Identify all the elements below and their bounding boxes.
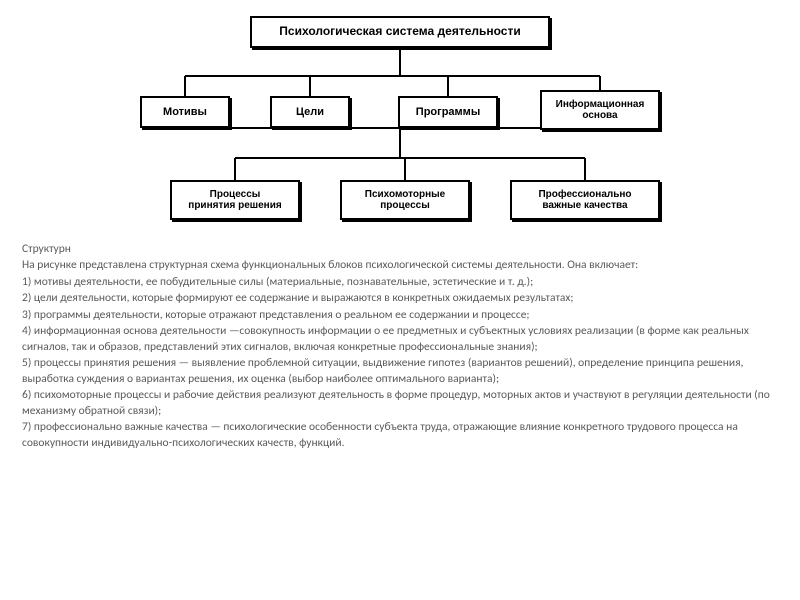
para: 4) информационная основа деятельности —с… — [22, 324, 778, 355]
node-decision: Процессыпринятия решения — [170, 180, 300, 220]
node-goals: Цели — [270, 96, 350, 128]
node-psychomot: Психомоторныепроцессы — [340, 180, 470, 220]
description-text: На рисунке представлена структурная схем… — [22, 258, 778, 451]
truncated-heading-text: Структурн — [22, 242, 71, 256]
node-label: Цели — [296, 106, 324, 118]
para: 5) процессы принятия решения — выявление… — [22, 356, 778, 387]
para: 2) цели деятельности, которые формируют … — [22, 291, 778, 307]
node-label: Мотивы — [163, 106, 207, 118]
node-root-label: Психологическая система деятельности — [279, 25, 520, 38]
node-motives: Мотивы — [140, 96, 230, 128]
node-label: Процессыпринятия решения — [188, 189, 281, 211]
org-chart: Психологическая система деятельности Мот… — [120, 8, 680, 238]
page: Психологическая система деятельности Мот… — [0, 0, 800, 600]
para: 6) психомоторные процессы и рабочие дейс… — [22, 388, 778, 419]
node-programs: Программы — [398, 96, 498, 128]
node-label: Информационнаяоснова — [556, 99, 645, 121]
node-label: Психомоторныепроцессы — [365, 189, 445, 211]
para: 3) программы деятельности, которые отраж… — [22, 308, 778, 324]
para: 1) мотивы деятельности, ее побудительные… — [22, 275, 778, 291]
node-infobasis: Информационнаяоснова — [540, 90, 660, 130]
node-profqual: Профессиональноважные качества — [510, 180, 660, 220]
node-root: Психологическая система деятельности — [250, 16, 550, 48]
node-label: Профессиональноважные качества — [538, 189, 631, 211]
para: 7) профессионально важные качества — пси… — [22, 420, 778, 451]
node-label: Программы — [416, 106, 480, 118]
para: На рисунке представлена структурная схем… — [22, 258, 778, 274]
truncated-heading: Структурн — [22, 242, 71, 256]
